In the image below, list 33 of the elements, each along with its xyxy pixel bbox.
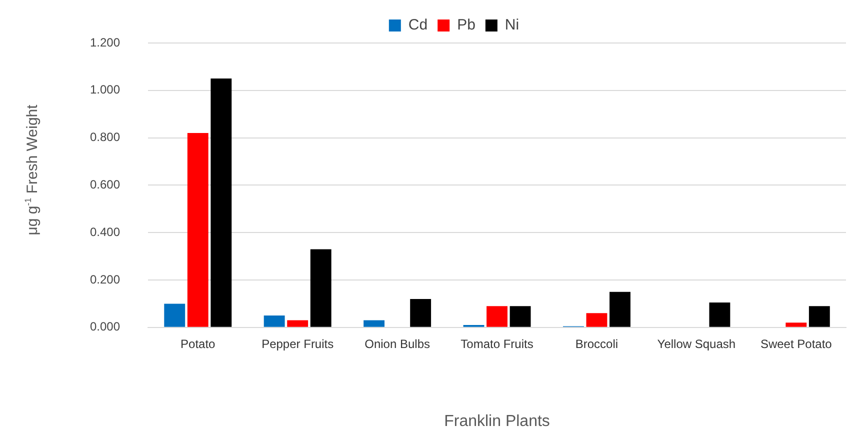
- x-tick-label: Tomato Fruits: [460, 336, 534, 351]
- y-tick-label: 0.200: [90, 272, 120, 286]
- bar: [586, 313, 608, 327]
- y-tick-label: 0.000: [90, 320, 120, 334]
- y-tick-label: 0.800: [90, 130, 120, 144]
- bar: [187, 133, 208, 327]
- x-tick-label: Potato: [180, 336, 216, 351]
- bar: [410, 298, 432, 327]
- bar: [808, 306, 830, 327]
- y-tick-label: 1.000: [90, 82, 120, 97]
- bar: [709, 302, 730, 327]
- bar: [264, 316, 285, 327]
- legend-label: Cd: [408, 16, 428, 34]
- x-tick-label: Onion Bulbs: [364, 336, 430, 351]
- x-tick-label: Pepper Fruits: [262, 336, 334, 351]
- x-tick-label: Yellow Squash: [657, 336, 736, 351]
- x-tick-label: Broccoli: [575, 336, 618, 351]
- bar: [364, 320, 385, 327]
- bar: [486, 306, 508, 327]
- bar: [610, 292, 630, 327]
- bar: [310, 249, 332, 327]
- bar: [510, 306, 531, 327]
- x-axis-title: Franklin Plants: [444, 412, 550, 430]
- y-tick-label: 0.600: [90, 178, 120, 192]
- bar: [287, 320, 308, 327]
- y-tick-label: 1.200: [90, 35, 120, 50]
- bar: [164, 304, 186, 327]
- y-tick-label: 0.400: [90, 224, 120, 239]
- legend-label: Pb: [457, 16, 476, 34]
- bar: [786, 322, 807, 327]
- bar: [210, 78, 232, 327]
- x-tick-label: Sweet Potato: [760, 336, 832, 351]
- legend-label: Ni: [504, 16, 520, 34]
